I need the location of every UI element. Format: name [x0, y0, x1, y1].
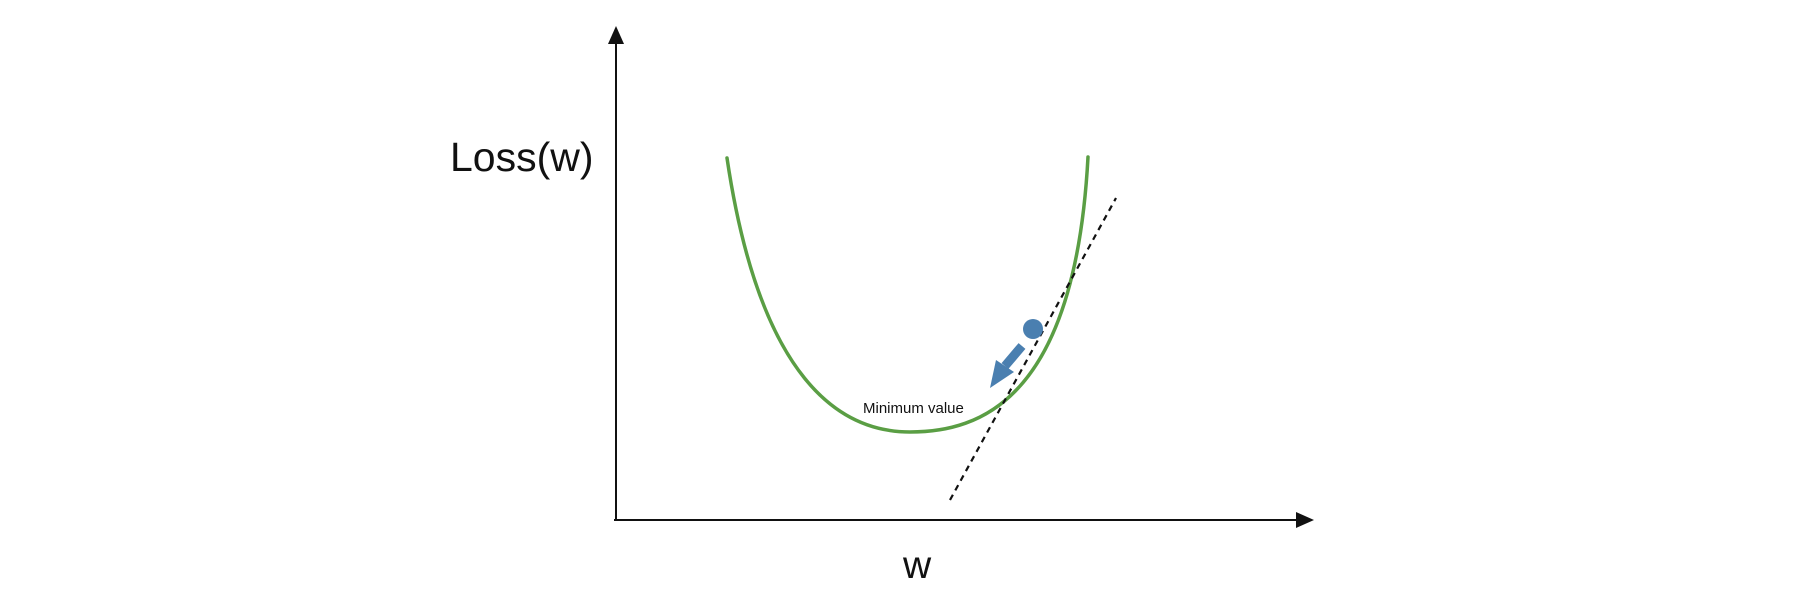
loss-curve — [725, 155, 1090, 434]
minimum-value-annotation: Minimum value — [863, 400, 964, 417]
x-axis-label: w — [903, 544, 932, 587]
current-point-ball-icon — [1023, 319, 1043, 339]
y-axis-label: Loss(w) — [450, 134, 594, 180]
tangent-line — [949, 197, 1117, 501]
descent-arrow-icon — [990, 343, 1026, 388]
